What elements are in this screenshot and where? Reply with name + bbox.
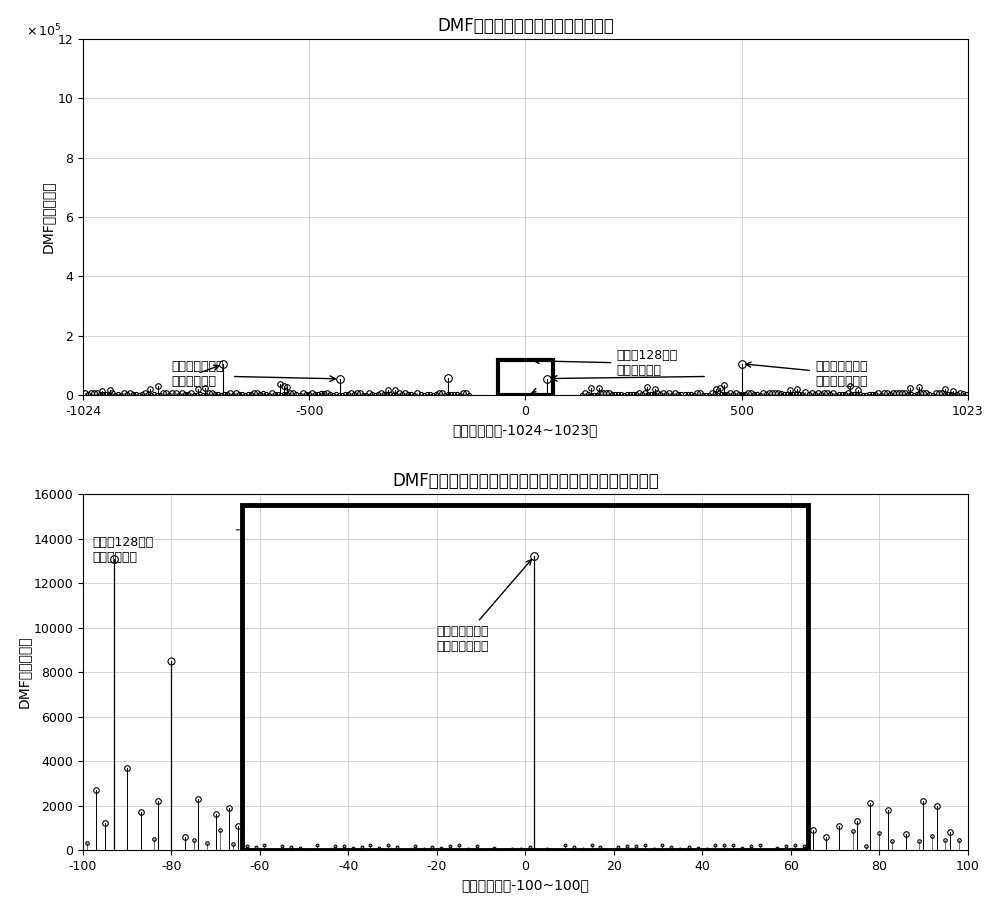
- Text: 宽度为128码片
的零相关窗口: 宽度为128码片 的零相关窗口: [92, 535, 153, 564]
- Bar: [498, 360, 553, 395]
- Text: 宽度为128码片
的零相关窗口: 宽度为128码片 的零相关窗口: [534, 349, 677, 377]
- Text: 来自于小功率期
望分量的相关峰: 来自于小功率期 望分量的相关峰: [746, 359, 867, 387]
- Text: 来自于小功率期
望分量的相关峰: 来自于小功率期 望分量的相关峰: [437, 560, 531, 653]
- Bar: [242, 505, 808, 850]
- X-axis label: 码相位偏移（-100~100）: 码相位偏移（-100~100）: [461, 878, 589, 893]
- Title: DMF输出模平方与码相位偏移的关系（零相关窗口细部）: DMF输出模平方与码相位偏移的关系（零相关窗口细部）: [392, 472, 659, 490]
- X-axis label: 码相位偏移（-1024~1023）: 码相位偏移（-1024~1023）: [453, 423, 598, 437]
- Text: $\times\,10^5$: $\times\,10^5$: [26, 23, 61, 39]
- Y-axis label: DMF输出模平方: DMF输出模平方: [17, 635, 31, 708]
- Text: 来自于大功率干
扰分量的杂峰: 来自于大功率干 扰分量的杂峰: [171, 359, 224, 387]
- Title: DMF输出模平方与码相位偏移的关系: DMF输出模平方与码相位偏移的关系: [437, 16, 614, 35]
- Y-axis label: DMF输出模平方: DMF输出模平方: [41, 181, 55, 254]
